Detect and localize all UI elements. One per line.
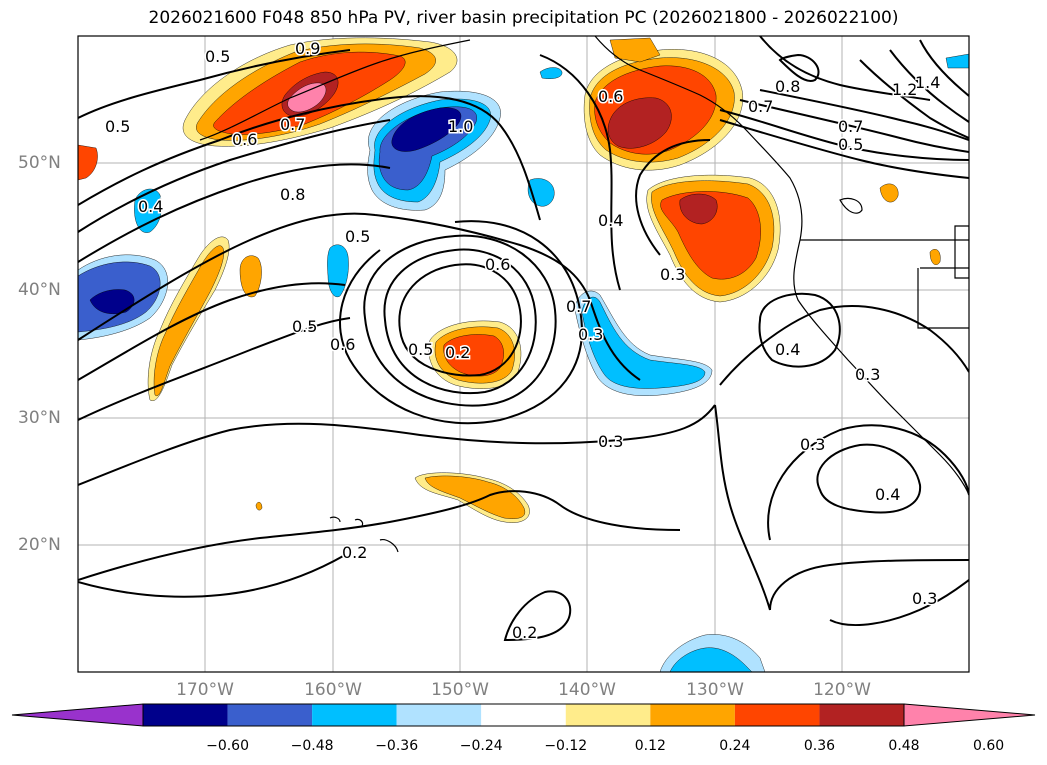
contour-label: 0.8 xyxy=(775,77,800,96)
contour-label: 0.6 xyxy=(330,335,355,354)
lon-label: 130°W xyxy=(686,680,744,700)
contour-label: 0.6 xyxy=(485,255,510,274)
colorbar xyxy=(11,703,1036,727)
contour-label: 0.3 xyxy=(598,432,623,451)
colorbar-tick-label: 0.36 xyxy=(803,738,836,754)
contour-label: 0.3 xyxy=(912,589,937,608)
colorbar-segment xyxy=(734,704,820,726)
precip-fill xyxy=(78,37,969,672)
contour-label: 1.2 xyxy=(892,80,917,99)
contour-label: 0.3 xyxy=(578,325,603,344)
contour-label: 0.2 xyxy=(445,343,470,362)
lat-label: 40°N xyxy=(18,280,61,300)
colorbar-extend-high xyxy=(903,703,1036,727)
lon-label: 140°W xyxy=(558,680,616,700)
contour-label: 0.5 xyxy=(292,317,317,336)
contour-label: 0.6 xyxy=(232,130,257,149)
colorbar-segment xyxy=(819,704,904,726)
colorbar-segment xyxy=(565,704,651,726)
colorbar-segment xyxy=(312,704,397,726)
colorbar-tick-label: −0.48 xyxy=(290,738,334,754)
coastlines xyxy=(199,36,969,553)
contour-label: 0.5 xyxy=(408,340,433,359)
chart-title: 2026021600 F048 850 hPa PV, river basin … xyxy=(148,8,899,28)
lon-label: 120°W xyxy=(813,680,871,700)
contour-label: 0.5 xyxy=(838,135,863,154)
lat-label: 30°N xyxy=(18,408,61,428)
contour-label: 0.7 xyxy=(838,117,863,136)
contour-label: 0.3 xyxy=(855,365,880,384)
contour-label: 0.7 xyxy=(280,115,305,134)
lon-label: 150°W xyxy=(431,680,489,700)
contour-label: 0.4 xyxy=(598,211,623,230)
colorbar-segments xyxy=(11,703,1036,727)
contour-label: 0.3 xyxy=(800,435,825,454)
colorbar-segment xyxy=(227,704,313,726)
colorbar-tick-label: −0.36 xyxy=(375,738,419,754)
contour-labels: 0.5 0.9 0.5 0.6 0.7 1.0 0.4 0.8 0.5 0.6 … xyxy=(104,38,942,644)
lat-label: 20°N xyxy=(18,535,61,555)
colorbar-extend-low xyxy=(11,703,144,727)
contour-label: 0.8 xyxy=(280,185,305,204)
contour-label: 0.4 xyxy=(775,340,800,359)
colorbar-tick-label: 0.60 xyxy=(972,738,1005,754)
colorbar-tick-label: 0.48 xyxy=(888,738,920,754)
contour-label: 0.5 xyxy=(105,117,130,136)
colorbar-tick-label: 0.12 xyxy=(634,738,666,754)
contour-label: 0.7 xyxy=(748,97,773,116)
lon-label: 160°W xyxy=(304,680,362,700)
contour-label: 0.2 xyxy=(512,623,537,642)
contour-label: 1.4 xyxy=(915,73,940,92)
colorbar-segment xyxy=(481,704,566,726)
colorbar-segment xyxy=(143,704,228,726)
contour-label: 0.2 xyxy=(342,543,367,562)
contour-label: 0.3 xyxy=(660,265,685,284)
contour-label: 0.4 xyxy=(875,485,900,504)
lat-label: 50°N xyxy=(18,153,61,173)
map-plot: 0.5 0.9 0.5 0.6 0.7 1.0 0.4 0.8 0.5 0.6 … xyxy=(77,35,970,673)
contour-label: 0.6 xyxy=(598,87,623,106)
contour-label: 0.5 xyxy=(205,47,230,66)
colorbar-segment xyxy=(396,704,482,726)
contour-label: 0.4 xyxy=(138,197,163,216)
colorbar-tick-label: −0.12 xyxy=(544,738,588,754)
colorbar-segment xyxy=(650,704,735,726)
colorbar-tick-label: −0.24 xyxy=(459,738,503,754)
map-frame xyxy=(77,35,970,673)
contour-label: 0.5 xyxy=(345,227,370,246)
colorbar-tick-label: −0.60 xyxy=(206,738,249,754)
contour-label: 0.7 xyxy=(566,297,591,316)
colorbar-tick-label: 0.24 xyxy=(719,738,751,754)
lon-label: 170°W xyxy=(176,680,234,700)
contour-label: 0.9 xyxy=(295,39,320,58)
pv-contours xyxy=(78,36,969,642)
contour-label: 1.0 xyxy=(448,117,473,136)
